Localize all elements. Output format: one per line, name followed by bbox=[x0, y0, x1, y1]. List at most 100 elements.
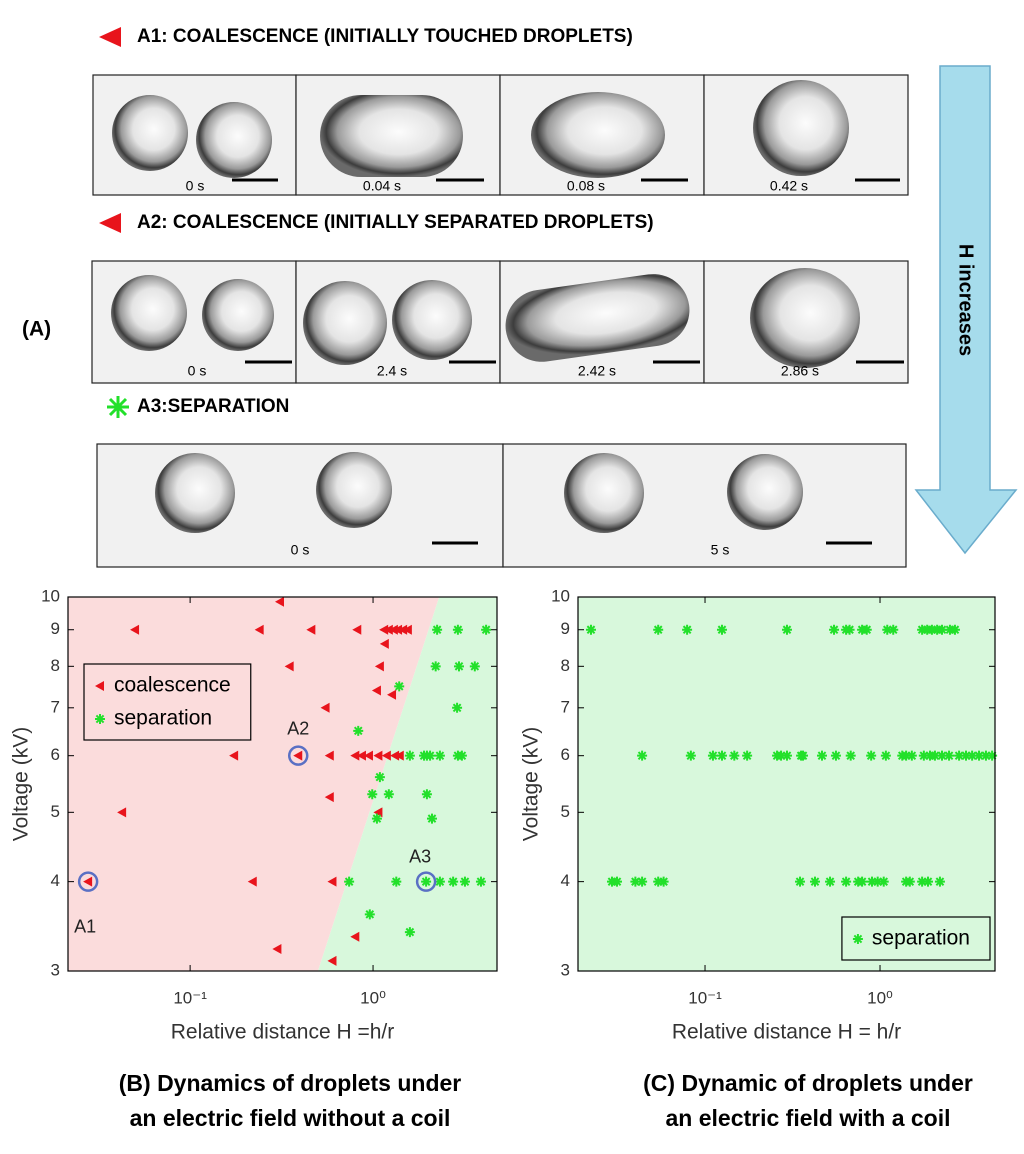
marker bbox=[653, 624, 664, 635]
marker bbox=[904, 876, 915, 887]
marker bbox=[967, 750, 978, 761]
frame-time: 0.42 s bbox=[770, 178, 808, 194]
annotation-circle bbox=[287, 745, 309, 766]
y-tick-label: 9 bbox=[51, 619, 60, 638]
y-tick-label: 8 bbox=[51, 656, 60, 675]
region-coalescence bbox=[68, 597, 440, 971]
marker bbox=[344, 876, 355, 887]
marker bbox=[857, 876, 868, 887]
marker bbox=[327, 955, 337, 966]
frames-a2 bbox=[91, 260, 909, 384]
marker bbox=[353, 725, 364, 736]
marker bbox=[452, 624, 463, 635]
y-tick-label: 4 bbox=[51, 871, 60, 890]
marker bbox=[284, 661, 294, 672]
marker bbox=[456, 750, 467, 761]
frames-a1 bbox=[92, 74, 909, 196]
marker bbox=[475, 876, 486, 887]
marker bbox=[387, 689, 397, 700]
marker bbox=[394, 681, 405, 692]
y-tick-label: 5 bbox=[51, 802, 60, 821]
marker bbox=[867, 876, 878, 887]
marker bbox=[373, 750, 383, 761]
marker bbox=[130, 624, 140, 635]
plot-frame bbox=[577, 596, 996, 972]
marker bbox=[922, 876, 933, 887]
caption: an electric field without a coil bbox=[130, 1105, 451, 1131]
y-axis-label: Voltage (kV) bbox=[10, 727, 33, 841]
marker bbox=[918, 750, 929, 761]
y-tick-label: 10 bbox=[41, 586, 60, 605]
marker bbox=[434, 750, 445, 761]
marker bbox=[425, 750, 436, 761]
frame-time: 0 s bbox=[186, 178, 205, 194]
frame-time: 0 s bbox=[188, 363, 207, 379]
y-tick-label: 9 bbox=[561, 619, 570, 638]
legend-label: separation bbox=[872, 927, 970, 950]
marker bbox=[980, 750, 991, 761]
marker bbox=[707, 750, 718, 761]
x-axis-label: Relative distance H =h/r bbox=[171, 1021, 395, 1044]
marker bbox=[872, 876, 883, 887]
marker bbox=[816, 750, 827, 761]
marker bbox=[841, 876, 852, 887]
plot-background bbox=[578, 597, 995, 971]
annotation-label: A1 bbox=[74, 916, 96, 936]
marker bbox=[367, 789, 378, 800]
marker bbox=[944, 750, 955, 761]
marker bbox=[459, 876, 470, 887]
marker bbox=[809, 876, 820, 887]
marker bbox=[929, 750, 940, 761]
y-tick-label: 10 bbox=[551, 586, 570, 605]
marker bbox=[371, 685, 381, 696]
marker bbox=[630, 876, 641, 887]
marker bbox=[371, 813, 382, 824]
marker bbox=[825, 876, 836, 887]
marker bbox=[402, 624, 412, 635]
marker bbox=[729, 750, 740, 761]
marker bbox=[882, 624, 893, 635]
arrow bbox=[914, 65, 1018, 555]
marker bbox=[961, 750, 972, 761]
marker bbox=[878, 876, 889, 887]
marker bbox=[844, 624, 855, 635]
legend-label: separation bbox=[114, 707, 212, 730]
marker bbox=[324, 792, 334, 803]
annotation-label: A3 bbox=[409, 846, 431, 866]
legend: separation bbox=[841, 916, 991, 961]
marker bbox=[481, 624, 492, 635]
x-tick-label: 10⁰ bbox=[867, 988, 893, 1007]
frame-time: 2.86 s bbox=[781, 363, 819, 379]
caption: an electric field with a coil bbox=[665, 1105, 950, 1131]
marker bbox=[742, 750, 753, 761]
marker bbox=[917, 624, 928, 635]
legend: coalescence separation bbox=[83, 663, 252, 741]
panel-label: (A) bbox=[22, 318, 51, 341]
legend-marker bbox=[95, 714, 105, 724]
legend-box bbox=[841, 916, 991, 961]
frame-time: 0 s bbox=[291, 542, 310, 558]
legend-label: coalescence bbox=[114, 674, 231, 697]
marker bbox=[379, 624, 389, 635]
marker bbox=[83, 876, 93, 887]
marker bbox=[350, 931, 360, 942]
marker bbox=[452, 702, 463, 713]
row-title: A2: COALESCENCE (INITIALLY SEPARATED DRO… bbox=[137, 212, 654, 233]
marker bbox=[398, 624, 408, 635]
y-tick-label: 8 bbox=[561, 656, 570, 675]
y-tick-label: 5 bbox=[561, 802, 570, 821]
marker bbox=[926, 624, 937, 635]
marker bbox=[426, 813, 437, 824]
marker bbox=[404, 927, 415, 938]
marker bbox=[390, 750, 400, 761]
marker bbox=[272, 944, 282, 955]
legend-marker bbox=[852, 934, 863, 944]
marker bbox=[585, 624, 596, 635]
marker bbox=[798, 750, 809, 761]
marker bbox=[637, 750, 648, 761]
marker bbox=[716, 750, 727, 761]
marker bbox=[404, 750, 415, 761]
marker bbox=[906, 750, 917, 761]
marker bbox=[653, 876, 664, 887]
marker bbox=[117, 807, 127, 818]
